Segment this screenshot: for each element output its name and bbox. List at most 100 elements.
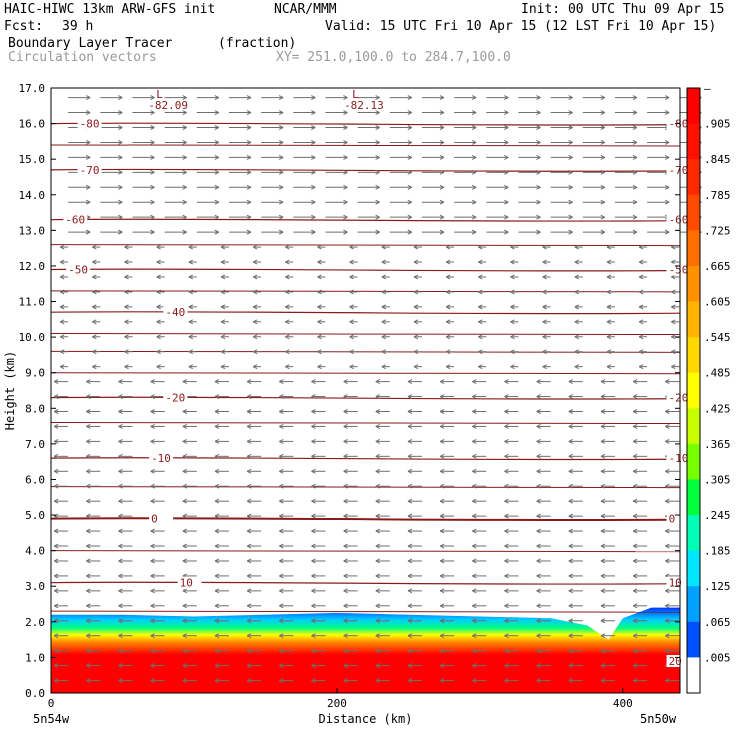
vector-arrowhead — [118, 588, 123, 594]
vector-arrowhead — [504, 394, 509, 399]
vector-arrowhead — [278, 214, 284, 220]
vector-arrowhead — [536, 409, 541, 414]
vector-arrowhead — [118, 379, 123, 385]
vector-arrowhead — [150, 394, 155, 399]
vector-arrowhead — [124, 274, 129, 280]
vector-arrowhead — [279, 453, 284, 459]
vector-arrowhead — [182, 483, 188, 489]
vector-arrowhead — [86, 498, 91, 504]
vector-arrowhead — [574, 259, 580, 265]
model-title: HAIC-HIWC 13km ARW-GFS init — [4, 2, 216, 17]
vector-arrowhead — [214, 199, 220, 205]
vector-arrowhead — [86, 663, 91, 669]
isotherm-layer — [50, 122, 681, 613]
vector-arrowhead — [407, 409, 413, 414]
isotherm-line — [50, 396, 681, 400]
fcst-label: Fcst: — [4, 19, 44, 34]
vector-arrowhead — [214, 110, 220, 116]
vector-arrowhead — [279, 498, 284, 504]
vector-arrowhead — [188, 304, 194, 310]
vector-arrowhead — [574, 274, 580, 280]
vector-arrowhead — [85, 95, 91, 101]
vector-arrowhead — [53, 513, 59, 519]
vector-arrowhead — [439, 483, 445, 489]
isotherm-label: -40 — [165, 306, 185, 319]
vector-arrowhead — [665, 409, 670, 414]
vector-arrowhead — [375, 588, 381, 594]
vector-arrowhead — [246, 394, 252, 399]
vector-arrowhead — [671, 364, 676, 370]
vector-arrowhead — [381, 274, 387, 280]
vector-arrowhead — [220, 304, 226, 310]
vector-arrowhead — [156, 349, 161, 355]
vector-arrowhead — [536, 498, 541, 504]
vector-arrowhead — [317, 274, 322, 280]
isotherm-label-bg — [163, 391, 188, 404]
vector-arrowhead — [182, 438, 188, 444]
isotherm-label-bg — [163, 306, 188, 319]
vector-arrowhead — [118, 199, 123, 205]
vector-arrowhead — [246, 214, 252, 220]
vector-arrowhead — [343, 95, 348, 101]
isotherm-label: 0 — [669, 513, 676, 526]
valid-time: Valid: 15 UTC Fri 10 Apr 15 (12 LST Fri … — [325, 19, 717, 34]
vector-arrowhead — [311, 438, 316, 444]
vector-arrowhead — [124, 244, 129, 250]
vector-arrowhead — [542, 274, 547, 280]
vector-arrowhead — [246, 199, 252, 205]
vector-arrowhead — [317, 364, 322, 370]
isotherm-label: 0 — [151, 513, 158, 526]
vector-arrowhead — [665, 438, 670, 444]
vector-arrowhead — [439, 468, 445, 474]
vector-arrowhead — [118, 125, 123, 130]
vector-arrowhead — [606, 244, 612, 250]
colorbar-label: .605 — [704, 296, 731, 309]
vector-arrowhead — [671, 319, 676, 325]
vector-arrowhead — [600, 453, 606, 459]
vector-arrowhead — [279, 618, 284, 624]
vector-arrowhead — [632, 498, 638, 504]
vector-arrowhead — [118, 528, 123, 534]
vector-arrowhead — [246, 663, 252, 669]
vector-arrowhead — [413, 244, 419, 250]
vector-arrowhead — [375, 453, 381, 459]
vector-arrowhead — [317, 244, 322, 250]
vector-arrowhead — [504, 483, 509, 489]
vector-arrowhead — [664, 95, 670, 101]
vector-arrowhead — [542, 289, 547, 295]
vector-arrowhead — [445, 304, 451, 310]
vector-arrowhead — [182, 125, 187, 130]
colorbar-label: .425 — [704, 402, 731, 415]
vector-arrowhead — [252, 244, 258, 250]
vector-arrowhead — [600, 603, 606, 609]
vector-arrowhead — [671, 289, 676, 295]
vector-arrowhead — [182, 543, 188, 549]
vector-arrowhead — [279, 409, 284, 414]
vector-arrowhead — [574, 319, 580, 325]
isotherm-line — [50, 122, 681, 126]
vector-arrowhead — [504, 498, 509, 504]
isotherm-line — [50, 457, 681, 461]
vector-arrowhead — [504, 423, 509, 429]
vector-arrowhead — [407, 453, 413, 459]
vector-arrowhead — [92, 244, 97, 250]
isotherm-label: -50 — [669, 264, 689, 277]
vector-arrowhead — [349, 259, 354, 265]
vector-arrowhead — [568, 633, 574, 639]
vector-arrowhead — [150, 648, 155, 654]
vector-arrowhead — [279, 603, 284, 609]
vector-arrowhead — [188, 334, 194, 340]
vector-arrowhead — [568, 140, 573, 145]
vector-arrowhead — [311, 154, 316, 160]
vector-arrowhead — [413, 319, 419, 325]
vector-arrowhead — [478, 259, 483, 265]
vector-arrowhead — [279, 573, 284, 579]
vector-arrowhead — [632, 214, 638, 220]
vector-arrowhead — [478, 334, 483, 340]
colorbar-swatch — [687, 515, 700, 552]
vector-arrowhead — [311, 648, 316, 654]
vector-arrowhead — [118, 438, 123, 444]
vector-arrowhead — [504, 110, 509, 116]
vector-arrowhead — [343, 453, 348, 459]
vector-arrowhead — [311, 558, 316, 564]
